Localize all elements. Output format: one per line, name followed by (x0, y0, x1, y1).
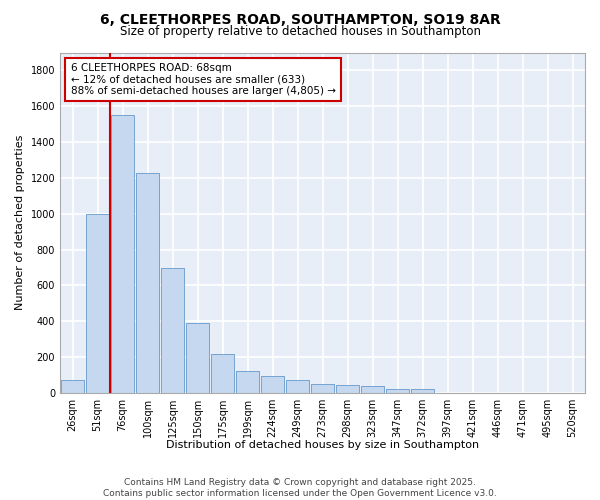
Bar (311, 384, 334, 393)
Bar (260, 376, 284, 393)
Bar (61, 380, 85, 393)
Bar (361, 386, 385, 393)
Bar (185, 323, 209, 393)
Bar (286, 380, 310, 393)
Bar (161, 268, 184, 393)
Bar (335, 385, 359, 393)
X-axis label: Distribution of detached houses by size in Southampton: Distribution of detached houses by size … (166, 440, 479, 450)
Bar (110, 115, 134, 393)
Bar (136, 172, 160, 393)
Text: 6, CLEETHORPES ROAD, SOUTHAMPTON, SO19 8AR: 6, CLEETHORPES ROAD, SOUTHAMPTON, SO19 8… (100, 12, 500, 26)
Text: Contains HM Land Registry data © Crown copyright and database right 2025.
Contai: Contains HM Land Registry data © Crown c… (103, 478, 497, 498)
Bar (236, 370, 259, 393)
Text: 6 CLEETHORPES ROAD: 68sqm
← 12% of detached houses are smaller (633)
88% of semi: 6 CLEETHORPES ROAD: 68sqm ← 12% of detac… (71, 62, 335, 96)
Bar (86, 214, 109, 393)
Bar (386, 390, 409, 393)
Bar (211, 354, 235, 393)
Text: Size of property relative to detached houses in Southampton: Size of property relative to detached ho… (119, 25, 481, 38)
Y-axis label: Number of detached properties: Number of detached properties (15, 135, 25, 310)
Bar (410, 390, 434, 393)
